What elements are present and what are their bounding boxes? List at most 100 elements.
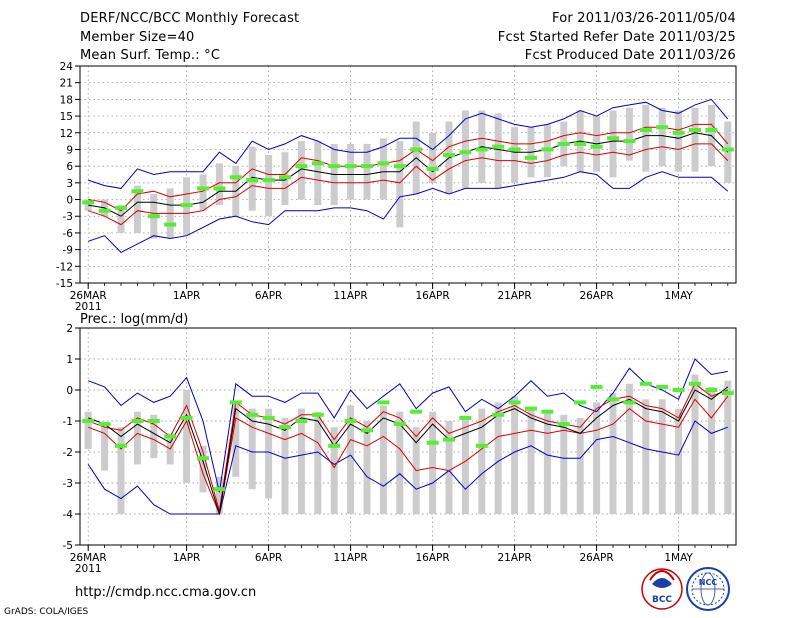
spread-box [379,138,387,200]
spread-box [724,121,732,183]
member-marker [344,164,357,169]
ncc-logo: NCC [686,567,730,611]
grads-credit: GrADS: COLA/IGES [4,607,88,617]
y-tick-label: 3 [66,178,73,190]
member-marker [246,412,259,417]
source-url[interactable]: http://cmdp.ncc.cma.gov.cn [75,585,256,600]
spread-box [461,417,469,514]
y-tick-label: 0 [66,195,73,207]
y-tick-label: -3 [63,478,73,490]
forecast-period: For 2011/03/26-2011/05/04 [552,11,736,26]
x-tick-year-label: 2011 [75,301,102,313]
y-tick-label: -15 [56,278,73,290]
member-marker [574,400,587,405]
member-marker [705,127,718,132]
spread-box [199,174,207,211]
member-marker [508,147,521,152]
ncc-logo-text: NCC [699,578,718,587]
y-tick-label: -1 [63,416,73,428]
member-marker [311,412,324,417]
plot-frame [79,65,737,284]
member-marker [623,400,636,405]
member-marker [607,397,619,402]
y-tick-label: 1 [66,354,73,366]
spread-box [658,107,666,167]
forecast-produced-date: Fcst Produced Date 2011/03/26 [524,48,736,63]
ensemble-mean-line [88,132,729,217]
member-marker [213,186,226,191]
member-marker [229,175,242,180]
chart-title: DERF/NCC/BCC Monthly Forecast [80,11,300,26]
member-marker [443,437,455,442]
spread-box [314,141,322,206]
member-marker [279,175,291,180]
member-marker [295,419,308,423]
lower-spread-line [88,395,729,516]
bcc-logo-text: BCC [652,595,672,605]
spread-box [183,390,191,483]
member-marker [574,141,587,146]
member-marker [98,208,111,213]
member-marker [443,153,455,158]
member-marker [475,147,488,152]
spread-box [609,110,617,178]
member-marker [311,161,324,166]
member-marker [459,150,472,155]
member-marker [361,428,373,433]
x-tick-label: 26MAR [70,552,107,564]
member-marker [492,412,505,417]
spread-box [691,107,699,172]
member-marker [656,384,669,389]
y-tick-label: 24 [60,61,74,73]
x-tick-label: 26APR [580,552,614,564]
member-marker [426,166,439,171]
upper-spread-line [88,383,728,512]
x-tick-label: 6APR [255,552,283,564]
member-marker [197,186,209,191]
member-marker [607,136,619,141]
temp-panel-label: Mean Surf. Temp.: °C [80,48,221,63]
spread-box [461,110,469,189]
spread-box [363,143,371,200]
member-marker [689,381,701,386]
spread-box [429,132,437,183]
plot-frame [79,327,737,546]
member-marker [541,409,554,414]
spread-box [625,383,633,514]
member-marker [639,127,652,132]
member-marker [262,415,275,420]
member-marker [213,487,226,492]
spread-box [379,405,387,514]
spread-box [232,402,240,477]
ensemble-mean-line [88,386,729,515]
spread-box [675,110,683,172]
spread-box [248,408,256,490]
spread-box [396,141,404,228]
x-tick-label: 16APR [416,290,450,302]
member-marker [590,384,603,389]
member-marker [147,419,160,423]
y-tick-label: 9 [66,144,73,156]
spread-box [363,421,371,514]
member-marker [475,443,488,448]
spread-box [265,155,273,217]
member-marker [328,443,341,448]
y-tick-label: -3 [63,211,73,223]
member-marker [295,164,308,169]
member-marker [672,130,685,135]
spread-box [642,399,650,514]
member-marker [131,189,144,194]
member-marker [541,147,554,152]
spread-box [117,205,125,233]
spread-box [297,408,305,514]
y-tick-label: 15 [60,111,73,123]
spread-box [658,399,666,514]
member-marker [164,434,177,439]
member-marker [82,200,95,205]
member-marker [525,406,537,411]
x-tick-year-label: 2011 [75,563,102,575]
spread-box [445,421,453,514]
